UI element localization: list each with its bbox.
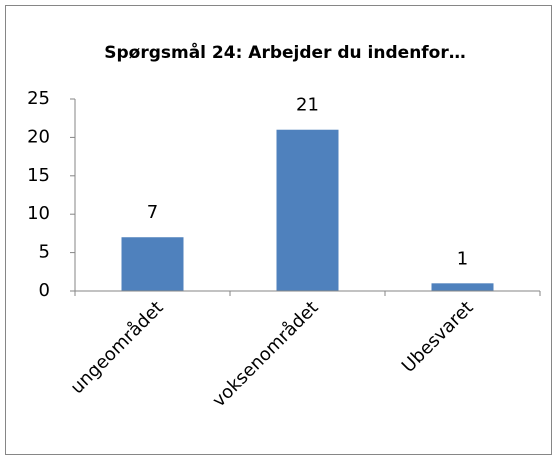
chart-title: Spørgsmål 24: Arbejder du indenfor… xyxy=(104,41,466,63)
y-tick-label: 25 xyxy=(27,88,50,109)
y-tick-label: 0 xyxy=(39,280,50,301)
data-label: 1 xyxy=(457,248,468,269)
y-tick-label: 5 xyxy=(39,242,50,263)
y-tick-label: 10 xyxy=(27,203,50,224)
bar xyxy=(431,283,494,291)
y-tick-label: 20 xyxy=(27,126,50,147)
bar xyxy=(276,129,339,291)
data-label: 7 xyxy=(147,202,158,223)
data-label: 21 xyxy=(296,95,319,116)
bar xyxy=(121,237,184,291)
y-tick-label: 15 xyxy=(27,165,50,186)
